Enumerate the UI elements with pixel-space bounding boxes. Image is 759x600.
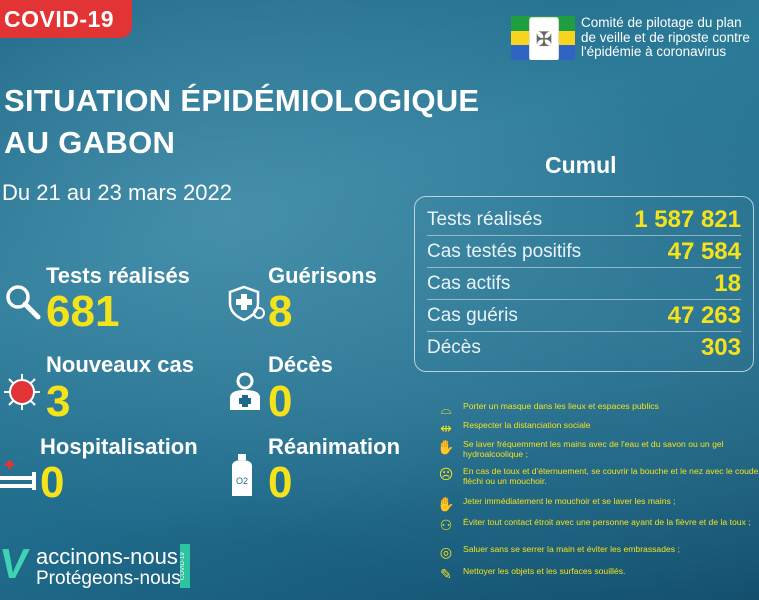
cumul-row-label: Décès [427,337,481,358]
period: Du 21 au 23 mars 2022 [2,180,232,205]
advice-text: Nettoyer les objets et les surfaces soui… [463,566,626,576]
cumul-row: Décès 303 [427,333,741,364]
cumul-row-label: Cas guéris [427,305,518,326]
committee-line-1: Comité de pilotage du plan [581,15,742,30]
avoid-contact-icon: ⚇ [439,516,453,533]
slogan-line-1: accinons-nous [36,544,178,569]
person-cross-icon [228,372,262,412]
cough-icon: ☹ [438,465,454,482]
cumul-title: Cumul [545,152,617,178]
svg-text:O2: O2 [236,476,248,486]
cumul-row-value: 18 [714,270,741,297]
oxygen-tank-icon: O2 [228,452,256,500]
committee-line-2: de veille et de riposte contre [581,29,750,45]
advice-text: Éviter tout contact étroit avec une pers… [463,517,751,527]
mask-icon: ⌓ [440,400,452,417]
committee-line-3: l'épidémie à coronavirus [581,44,727,59]
shield-cross-icon [226,283,266,323]
cumul-row-value: 47 584 [667,238,741,265]
stat-hospitalisation-value: 0 [40,458,65,507]
stat-guerisons-value: 8 [268,287,293,336]
cumul-row-label: Cas testés positifs [427,241,582,262]
advice-text: Se laver fréquemment les mains avec de l… [463,439,724,459]
slogan-tag: COVID-19 [180,544,190,588]
badge-label: COVID-19 [4,5,115,32]
handwash-icon: ✋ [437,438,455,455]
stat-reanimation-label: Réanimation [268,434,401,459]
stat-nouveaux-label: Nouveaux cas [46,352,194,377]
hospital-bed-icon [0,456,38,492]
stat-deces-label: Décès [268,352,333,377]
cumul-row: Cas testés positifs 47 584 [427,237,741,268]
vaccination-slogan: V accinons-nous Protégeons-nous COVID-19 [0,538,200,596]
advice-text: Porter un masque dans les lieux et espac… [463,401,659,411]
cumul-row-value: 1 587 821 [634,206,741,233]
cumul-row-label: Tests réalisés [427,209,543,230]
magnifier-icon [4,283,42,321]
stat-tests-label: Tests réalisés [46,263,190,288]
advice-text: Jeter immédiatement le mouchoir et se la… [463,496,676,506]
slogan-v-letter: V [0,540,32,587]
cumul-row: Tests réalisés 1 587 821 [427,205,741,236]
advice-text: En cas de toux et d'éternuement, se couv… [463,466,759,486]
distance-icon: ⇹ [440,419,452,436]
cumul-row-label: Cas actifs [427,273,511,294]
no-handshake-icon: ◎ [439,543,453,560]
tissue-icon: ✋ [437,495,455,512]
title-line-1: SITUATION ÉPIDÉMIOLOGIQUE [4,83,480,118]
stat-tests-value: 681 [46,287,120,336]
cleaning-icon: ✎ [440,565,452,582]
committee-header: ✠ Comité de pilotage du plan de veille e… [511,14,759,64]
cumul-row-value: 303 [700,334,741,361]
stat-nouveaux-value: 3 [46,377,71,426]
cumul-row: Cas guéris 47 263 [427,301,741,332]
stat-reanimation-value: 0 [268,458,293,507]
title-line-2: AU GABON [4,125,176,160]
slogan-line-2: Protégeons-nous [36,568,181,589]
stat-deces-value: 0 [268,377,293,426]
virus-icon [2,372,42,412]
cumul-row-value: 47 263 [667,302,741,329]
advice-text: Respecter la distanciation sociale [463,420,591,430]
page-title: SITUATION ÉPIDÉMIOLOGIQUE AU GABON [4,80,479,164]
advice-text: Saluer sans se serrer la main et éviter … [463,544,680,554]
covid-badge: COVID-19 [0,0,132,38]
cumul-table: Tests réalisés 1 587 821 Cas testés posi… [414,196,754,372]
coat-of-arms-icon: ✠ [529,17,559,60]
stat-guerisons-label: Guérisons [268,263,377,288]
cumul-row: Cas actifs 18 [427,269,741,300]
gabon-flag-logo: ✠ [511,16,575,60]
stat-hospitalisation-label: Hospitalisation [40,434,198,459]
